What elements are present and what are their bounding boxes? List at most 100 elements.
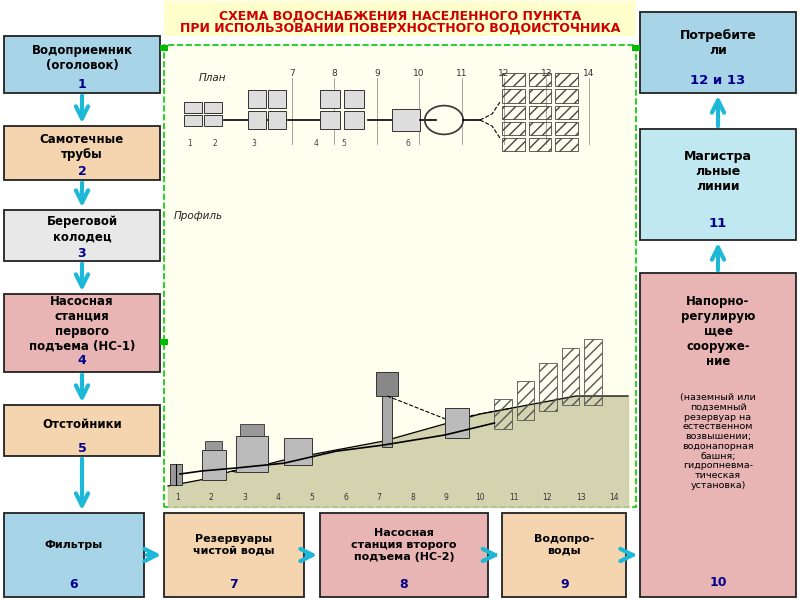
Bar	[502, 73, 525, 86]
Text: СХЕМА ВОДОСНАБЖЕНИЯ НАСЕЛЕННОГО ПУНКТА: СХЕМА ВОДОСНАБЖЕНИЯ НАСЕЛЕННОГО ПУНКТА	[219, 9, 581, 22]
Bar	[164, 45, 636, 507]
Bar	[320, 111, 340, 129]
Text: 13: 13	[541, 69, 552, 78]
Text: Самотечные
трубы: Самотечные трубы	[40, 133, 124, 161]
Bar	[555, 73, 578, 86]
Bar	[555, 122, 578, 135]
Bar	[517, 381, 534, 420]
Text: Профиль: Профиль	[174, 211, 223, 221]
Bar	[502, 138, 525, 151]
Bar	[236, 436, 268, 472]
Text: Магистра
льные
линии: Магистра льные линии	[684, 149, 752, 193]
Bar	[502, 106, 525, 119]
Bar	[284, 438, 312, 465]
FancyBboxPatch shape	[164, 513, 304, 597]
Text: 7: 7	[289, 69, 295, 78]
Text: 8: 8	[410, 493, 415, 502]
FancyBboxPatch shape	[4, 210, 160, 261]
Text: 3: 3	[78, 247, 86, 260]
FancyBboxPatch shape	[640, 129, 796, 240]
FancyBboxPatch shape	[502, 513, 626, 597]
FancyBboxPatch shape	[640, 273, 796, 597]
Text: 10: 10	[710, 575, 726, 589]
Text: Насосная
станция
первого
подъема (НС-1): Насосная станция первого подъема (НС-1)	[29, 295, 135, 353]
Bar	[202, 450, 226, 480]
Text: 6: 6	[70, 578, 78, 591]
Bar	[204, 115, 222, 126]
Bar	[555, 89, 578, 103]
Text: 4: 4	[314, 139, 318, 148]
Text: 2: 2	[209, 493, 214, 502]
Bar	[170, 464, 182, 485]
Bar	[376, 372, 398, 396]
Text: 12 и 13: 12 и 13	[690, 74, 746, 88]
Text: 6: 6	[406, 139, 410, 148]
Bar	[248, 111, 266, 129]
Text: 5: 5	[78, 442, 86, 455]
Bar	[529, 122, 551, 135]
Text: (наземный или
подземный
резервуар на
естественном
возвышении;
водонапорная
башня: (наземный или подземный резервуар на ест…	[680, 394, 756, 490]
Text: 4: 4	[276, 493, 281, 502]
Text: Фильтры: Фильтры	[45, 540, 103, 550]
FancyBboxPatch shape	[164, 1, 636, 36]
Bar	[562, 348, 579, 405]
Text: План: План	[198, 73, 226, 83]
Text: 10: 10	[414, 69, 425, 78]
Bar	[445, 408, 469, 438]
FancyBboxPatch shape	[4, 36, 160, 93]
Text: 8: 8	[331, 69, 338, 78]
FancyBboxPatch shape	[4, 405, 160, 456]
Text: Водопро-
воды: Водопро- воды	[534, 534, 594, 556]
Text: 11: 11	[709, 217, 727, 230]
Bar	[184, 115, 202, 126]
Text: 5: 5	[310, 493, 314, 502]
Text: 6: 6	[343, 493, 348, 502]
Bar	[184, 102, 202, 113]
Text: 9: 9	[560, 578, 569, 591]
Bar	[382, 390, 392, 447]
Text: 3: 3	[251, 139, 256, 148]
Bar	[205, 441, 222, 450]
Text: Береговой
колодец: Береговой колодец	[46, 215, 118, 244]
Bar	[584, 339, 602, 405]
Bar	[555, 138, 578, 151]
Bar	[160, 339, 168, 345]
Bar	[240, 424, 264, 436]
Bar	[268, 111, 286, 129]
Text: 5: 5	[342, 139, 346, 148]
Text: 14: 14	[610, 493, 619, 502]
Bar	[344, 111, 364, 129]
Text: Насосная
станция второго
подъема (НС-2): Насосная станция второго подъема (НС-2)	[351, 529, 457, 562]
Text: 2: 2	[212, 139, 217, 148]
Text: 2: 2	[78, 166, 86, 178]
Bar	[204, 102, 222, 113]
Bar	[320, 90, 340, 108]
Text: 10: 10	[475, 493, 485, 502]
Bar	[160, 45, 168, 51]
Text: 11: 11	[509, 493, 518, 502]
FancyBboxPatch shape	[4, 513, 144, 597]
Text: 7: 7	[377, 493, 382, 502]
Bar	[344, 90, 364, 108]
Text: 7: 7	[230, 578, 238, 591]
Bar	[248, 90, 266, 108]
Text: 4: 4	[78, 354, 86, 367]
Text: Отстойники: Отстойники	[42, 418, 122, 431]
Bar	[529, 138, 551, 151]
FancyBboxPatch shape	[4, 126, 160, 180]
Text: 12: 12	[498, 69, 510, 78]
Text: Потребите
ли: Потребите ли	[679, 29, 757, 57]
Text: 13: 13	[576, 493, 586, 502]
FancyBboxPatch shape	[4, 294, 160, 372]
Bar	[529, 106, 551, 119]
Bar	[502, 122, 525, 135]
Bar	[632, 45, 640, 51]
Bar	[392, 109, 420, 131]
Text: 1: 1	[78, 78, 86, 91]
Bar	[555, 106, 578, 119]
Text: 12: 12	[542, 493, 552, 502]
FancyBboxPatch shape	[320, 513, 488, 597]
Bar	[494, 399, 512, 429]
Bar	[529, 89, 551, 103]
Text: Водоприемник
(оголовок): Водоприемник (оголовок)	[31, 44, 133, 71]
